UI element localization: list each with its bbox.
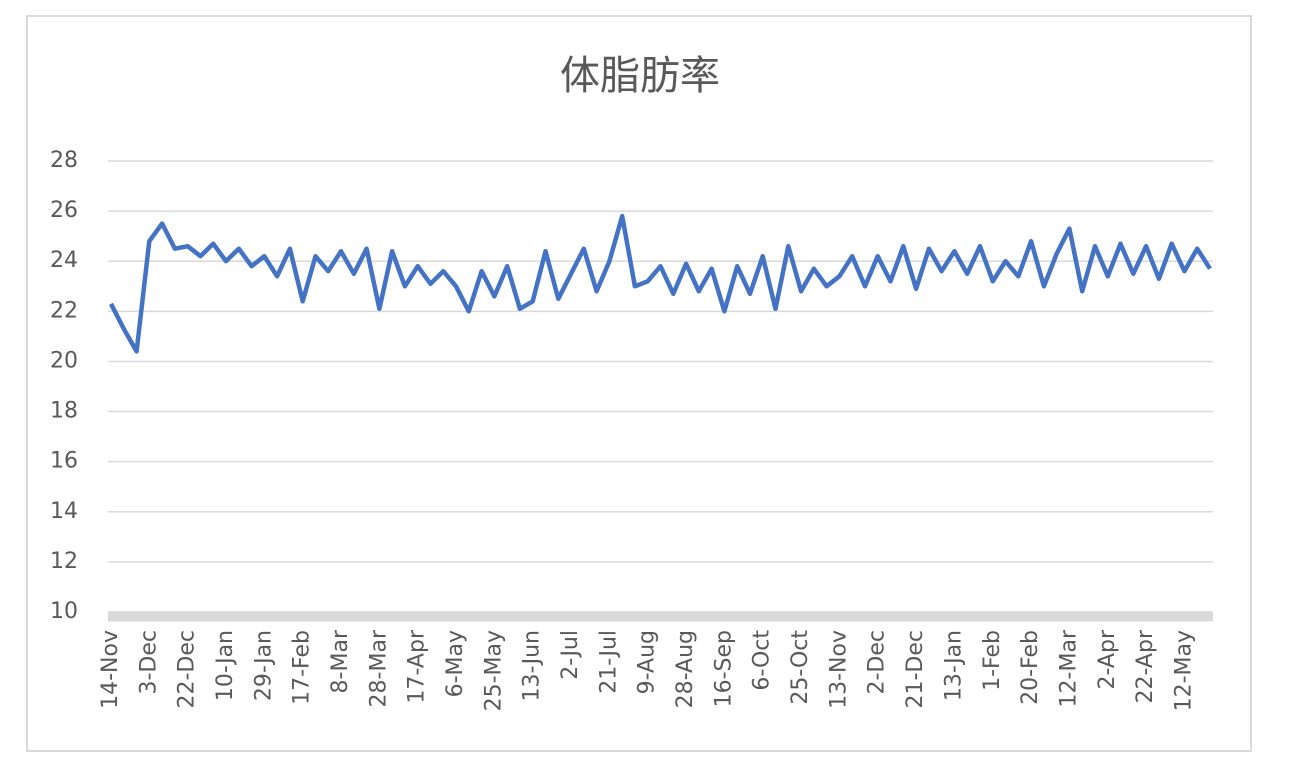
y-tick-label: 22	[50, 298, 78, 323]
x-tick-label: 12-Mar	[1056, 629, 1081, 707]
x-tick-label: 2-Apr	[1095, 629, 1120, 689]
x-tick-label: 6-Oct	[750, 630, 775, 691]
x-tick-label: 28-Mar	[366, 629, 391, 707]
x-tick-label: 25-Oct	[788, 630, 813, 705]
x-tick-label: 21-Jul	[596, 630, 621, 694]
x-tick-label: 29-Jan	[251, 630, 276, 701]
y-tick-label: 12	[50, 549, 78, 574]
x-tick-label: 1-Feb	[980, 630, 1005, 691]
y-tick-label: 16	[50, 449, 78, 474]
y-tick-label: 24	[50, 248, 78, 273]
x-tick-label: 16-Sep	[711, 630, 736, 707]
chart-border	[26, 15, 1252, 752]
x-tick-label: 2-Dec	[865, 630, 890, 695]
x-tick-label: 2-Jul	[558, 630, 583, 680]
y-tick-label: 10	[50, 599, 78, 624]
x-tick-label: 22-Dec	[175, 630, 200, 709]
y-tick-label: 14	[50, 499, 78, 524]
x-tick-label: 17-Feb	[290, 630, 315, 705]
x-tick-label: 10-Jan	[213, 630, 238, 701]
x-tick-label: 12-May	[1171, 630, 1196, 711]
x-tick-label: 6-May	[443, 630, 468, 697]
x-tick-label: 21-Dec	[903, 630, 928, 709]
x-tick-label: 20-Feb	[1018, 630, 1043, 705]
x-tick-label: 22-Apr	[1133, 629, 1158, 703]
x-tick-label: 8-Mar	[328, 629, 353, 693]
line-series	[108, 213, 1212, 354]
x-tick-label: 13-Nov	[826, 630, 851, 709]
y-tick-label: 26	[50, 198, 78, 223]
x-tick-label: 3-Dec	[136, 630, 161, 695]
x-tick-label: 13-Jan	[941, 630, 966, 701]
x-tick-label: 25-May	[481, 630, 506, 711]
y-tick-label: 28	[50, 148, 78, 173]
x-tick-label: 9-Aug	[635, 630, 660, 694]
chart-title: 体脂肪率	[560, 53, 720, 99]
x-tick-label: 14-Nov	[98, 630, 123, 709]
x-tick-label: 13-Jun	[520, 630, 545, 702]
x-tick-label: 17-Apr	[405, 629, 430, 703]
x-tick-label: 28-Aug	[673, 630, 698, 708]
y-tick-label: 20	[50, 348, 78, 373]
y-tick-label: 18	[50, 399, 78, 424]
